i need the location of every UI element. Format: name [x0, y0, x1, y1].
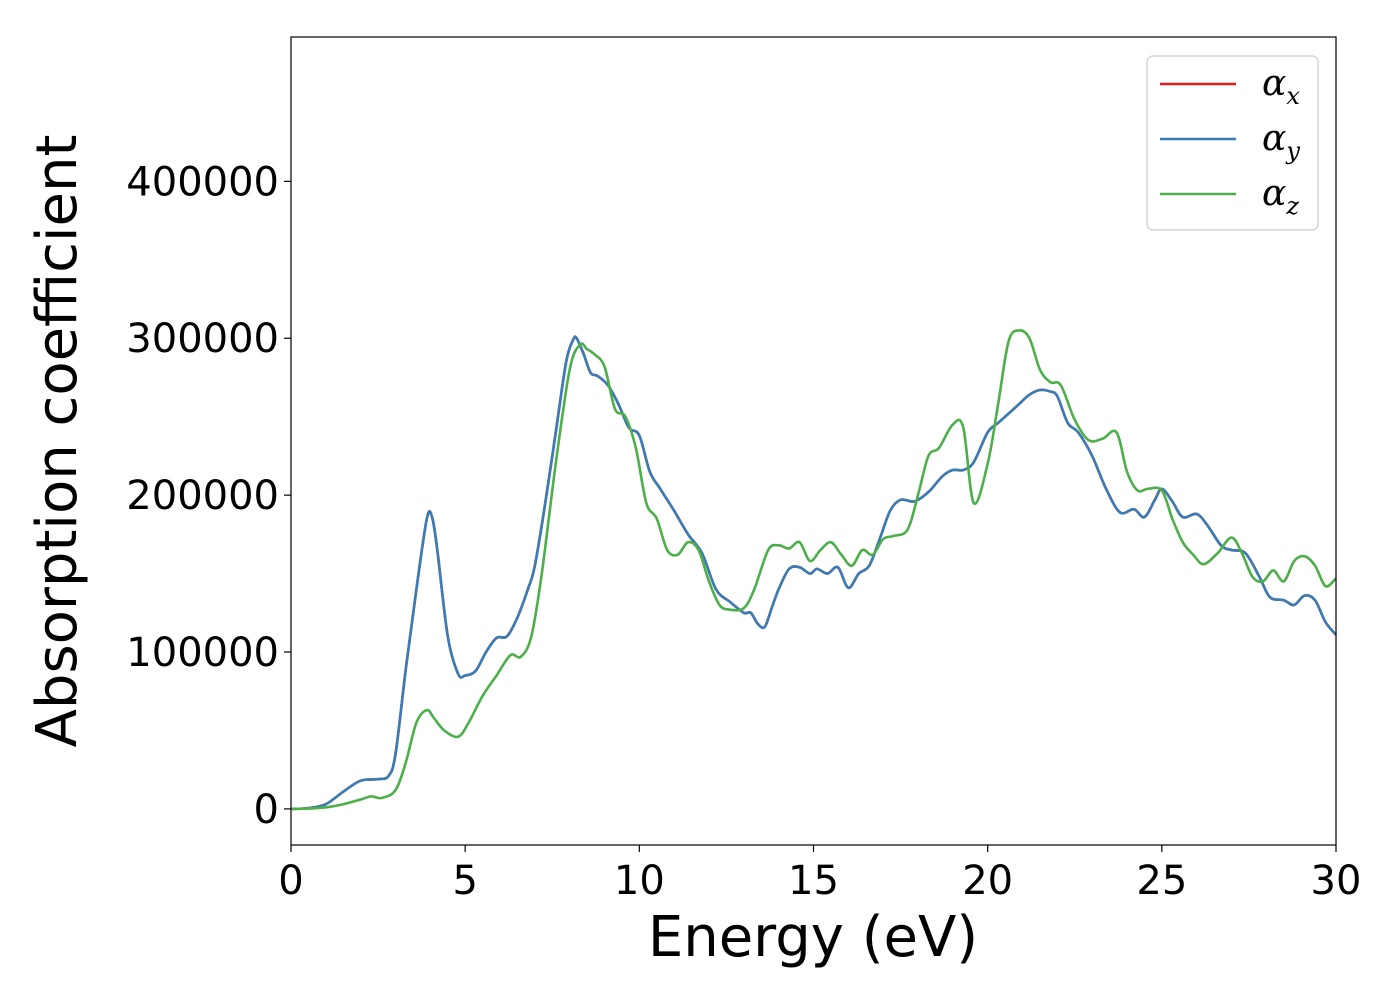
- series-line-z: [290, 329, 1337, 811]
- y-axis-title: Absorption coefficient: [25, 135, 90, 748]
- x-tick-label: 30: [1311, 858, 1362, 904]
- x-tick-label: 0: [278, 858, 303, 904]
- series-line-y: [290, 335, 1337, 811]
- x-tick-label: 20: [962, 858, 1013, 904]
- x-axis-ticks: 0 5 10 15 20 25 30: [278, 845, 1361, 904]
- legend: αx αy αz: [1146, 55, 1319, 231]
- legend-label-z: αz: [1262, 173, 1299, 220]
- y-tick-label: 0: [254, 787, 279, 833]
- legend-label-y: αy: [1262, 118, 1300, 165]
- y-tick-label: 300000: [126, 316, 279, 362]
- series-group: [290, 329, 1337, 811]
- x-tick-label: 15: [788, 858, 839, 904]
- x-axis-title: Energy (eV): [648, 905, 978, 970]
- x-tick-label: 25: [1136, 858, 1187, 904]
- x-tick-label: 10: [614, 858, 665, 904]
- legend-box: [1146, 55, 1319, 231]
- y-tick-label: 200000: [126, 473, 279, 519]
- legend-label-x: αx: [1262, 63, 1300, 110]
- x-tick-label: 5: [452, 858, 477, 904]
- y-axis-ticks: 0 100000 200000 300000 400000: [126, 159, 291, 833]
- y-tick-label: 100000: [126, 630, 279, 676]
- y-tick-label: 400000: [126, 159, 279, 205]
